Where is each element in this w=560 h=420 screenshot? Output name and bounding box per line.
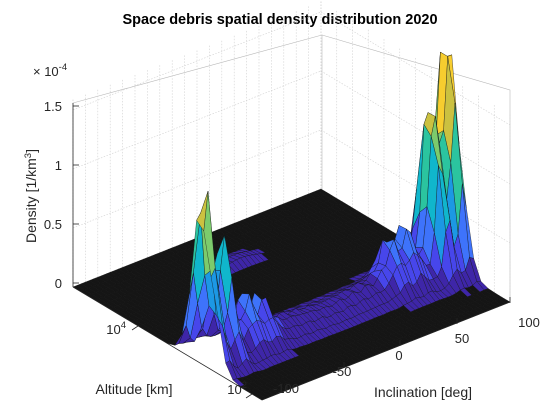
inclination-axis-label: Inclination [deg]	[374, 384, 472, 400]
svg-text:-100: -100	[273, 381, 299, 396]
grid	[72, 0, 511, 303]
svg-text:-50: -50	[333, 364, 352, 379]
grid-line-z	[320, 129, 511, 244]
svg-text:102: 102	[227, 380, 247, 397]
altitude-tick-10e4: 104	[106, 320, 139, 337]
svg-text:100: 100	[518, 315, 540, 330]
chart-title: Space debris spatial density distributio…	[122, 12, 437, 28]
inclination-tick-0: 0	[395, 340, 403, 363]
svg-text:0.5: 0.5	[44, 217, 62, 232]
inclination-tick--50: -50	[333, 362, 352, 379]
density-surface	[72, 51, 511, 401]
z-tick-1: 1	[55, 158, 79, 173]
altitude-axis-label: Altitude [km]	[95, 381, 172, 397]
svg-text:1: 1	[55, 158, 62, 173]
z-tick-0.5: 0.5	[44, 217, 79, 232]
altitude-tick-10e2: 102	[227, 380, 253, 399]
svg-text:0: 0	[395, 348, 402, 363]
inclination-axis-line	[261, 301, 511, 401]
grid-line-z	[72, 129, 322, 229]
svg-text:0: 0	[55, 276, 62, 291]
inclination-tick--100: -100	[273, 381, 299, 396]
altitude-axis-line	[72, 286, 263, 401]
inclination-tick-100: 100	[509, 297, 540, 330]
inclination-tick-50: 50	[455, 318, 469, 346]
z-tick-1.5: 1.5	[44, 99, 79, 114]
svg-text:104: 104	[106, 320, 126, 337]
svg-text:1.5: 1.5	[44, 99, 62, 114]
z-exponent: × 10-4	[33, 62, 67, 79]
axes: 0 0.5 1 1.5 × 10-4 104 102 -	[23, 62, 540, 401]
z-axis-label: Density [1/km3]	[23, 149, 39, 243]
svg-text:50: 50	[455, 331, 469, 346]
z-tick-0: 0	[55, 276, 79, 291]
